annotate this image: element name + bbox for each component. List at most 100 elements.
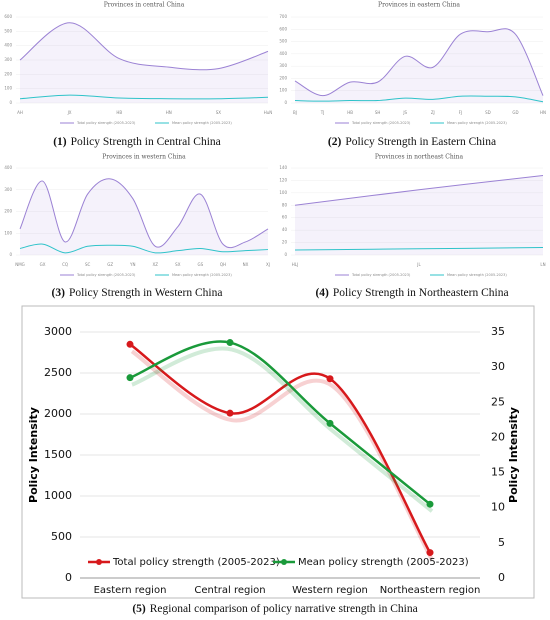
y-tick-label: 300 (4, 57, 12, 62)
line (129, 343, 432, 554)
legend-label: Total policy strength (2005-2023) (76, 121, 136, 125)
y-tick-label: 400 (4, 165, 12, 170)
point (226, 409, 234, 417)
y2-tick-label: 15 (491, 466, 505, 479)
area (295, 28, 543, 103)
x-tick-label: NMG (15, 262, 25, 267)
x-tick-label: QH (220, 262, 226, 267)
y-tick-label: 200 (279, 75, 287, 80)
y2-tick-label: 30 (491, 360, 505, 373)
x-tick-label: LN (540, 262, 545, 267)
legend-label: Mean policy strength (2005-2023) (298, 557, 469, 568)
caption-text: Policy Strength in Western China (69, 287, 222, 299)
point (326, 375, 334, 383)
x-tick-label: AH (17, 110, 23, 115)
legend-label: Total policy strength (2005-2023) (351, 273, 411, 277)
y-tick-label: 2500 (44, 366, 72, 379)
line (294, 28, 544, 97)
y-tick-label: 20 (282, 240, 288, 245)
legend-label: Total policy strength (2005-2023) (76, 273, 136, 277)
y-tick-label: 0 (284, 100, 287, 105)
x-tick-label: HuN (264, 110, 273, 115)
area (20, 22, 268, 103)
line (294, 174, 544, 206)
chart: Provinces in western China (3) Policy Stre… (4, 154, 270, 299)
x-tick-label: Central region (194, 585, 265, 596)
x-tick-label: SH (375, 110, 381, 115)
legend-label: Mean policy strength (2005-2023) (447, 121, 507, 125)
x-tick-label: GZ (107, 262, 113, 267)
chart: Provinces in central China (1) Policy Stre… (4, 2, 272, 148)
x-tick-label: ZJ (431, 110, 435, 115)
chart-title: Provinces in western China (102, 154, 186, 161)
point (326, 419, 334, 427)
line (19, 178, 269, 249)
y-tick-label: 140 (279, 165, 287, 170)
x-tick-label: SC (85, 262, 91, 267)
x-tick-label: GD (512, 110, 518, 115)
y-tick-label: 0 (9, 100, 12, 105)
y-tick-label: 700 (279, 14, 287, 19)
area (295, 175, 543, 255)
chart: Provinces in eastern China (2) Policy Stre… (279, 2, 546, 148)
y-tick-label: 40 (282, 227, 288, 232)
chart-title: Provinces in eastern China (378, 2, 460, 9)
caption-text: Policy Strength in Eastern China (345, 136, 496, 148)
y2-tick-label: 25 (491, 395, 505, 408)
x-tick-label: SX (216, 110, 222, 115)
x-tick-label: NX (243, 262, 249, 267)
x-tick-label: JX (67, 110, 72, 115)
x-tick-label: HLJ (292, 262, 298, 267)
caption-label: (4) (315, 287, 329, 299)
x-tick-label: TJ (320, 110, 325, 115)
x-tick-label: HB (116, 110, 122, 115)
y-tick-label: 0 (284, 252, 287, 257)
y-tick-label: 100 (4, 230, 12, 235)
legend-dot (96, 559, 102, 565)
caption: (2) Policy Strength in Eastern China (328, 136, 496, 148)
point (126, 340, 134, 348)
y-tick-label: 300 (4, 187, 12, 192)
caption: (5) Regional comparison of policy narrati… (132, 603, 417, 615)
y-tick-label: 400 (4, 43, 12, 48)
y-tick-label: 1000 (44, 489, 72, 502)
line-shadow (131, 346, 434, 513)
y-tick-label: 100 (4, 86, 12, 91)
y2-tick-label: 5 (498, 536, 505, 549)
y-tick-label: 1500 (44, 448, 72, 461)
x-tick-label: BJ (293, 110, 297, 115)
line (19, 22, 269, 71)
x-tick-label: XZ (153, 262, 159, 267)
line (294, 95, 544, 103)
y-tick-label: 200 (4, 71, 12, 76)
x-tick-label: SX (175, 262, 181, 267)
x-tick-label: Northeastern region (380, 585, 481, 596)
legend-label: Mean policy strength (2005-2023) (172, 121, 232, 125)
y-tick-label: 2000 (44, 407, 72, 420)
line (19, 94, 269, 100)
chart: (5) Regional comparison of policy narrati… (27, 325, 520, 615)
y-tick-label: 0 (9, 252, 12, 257)
y2-tick-label: 35 (491, 325, 505, 338)
area (20, 178, 268, 255)
x-tick-label: XJ (266, 262, 270, 267)
y-tick-label: 100 (279, 190, 287, 195)
y-axis-label: Policy Intensity (27, 407, 40, 503)
x-tick-label: SD (485, 110, 491, 115)
x-tick-label: GS (198, 262, 204, 267)
y-tick-label: 500 (51, 530, 72, 543)
y-tick-label: 600 (4, 14, 12, 19)
y2-tick-label: 20 (491, 430, 505, 443)
x-tick-label: Western region (292, 585, 368, 596)
y-tick-label: 600 (279, 26, 287, 31)
legend-dot (281, 559, 287, 565)
y-tick-label: 400 (279, 51, 287, 56)
caption-label: (1) (53, 136, 67, 148)
x-tick-label: JS (402, 110, 407, 115)
x-tick-label: CQ (62, 262, 68, 267)
caption: (4) Policy Strength in Northeastern China (315, 287, 508, 299)
legend-label: Mean policy strength (2005-2023) (172, 273, 232, 277)
x-tick-label: HB (347, 110, 353, 115)
